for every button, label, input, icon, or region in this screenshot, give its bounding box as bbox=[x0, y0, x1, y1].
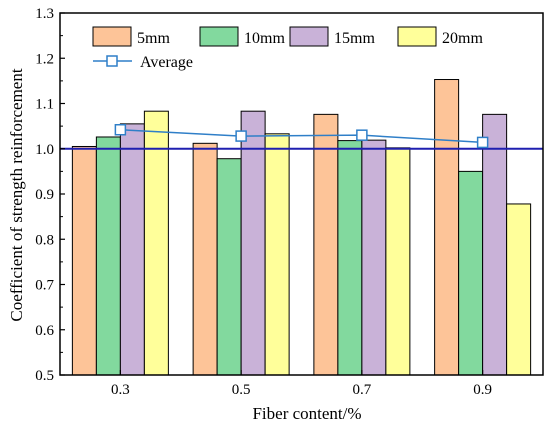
bar-5mm-0.7 bbox=[313, 113, 339, 376]
y-tick-label-0.9: 0.9 bbox=[35, 187, 54, 203]
average-line-layer bbox=[114, 123, 489, 149]
bar-5mm-0.9 bbox=[434, 79, 460, 376]
y-axis-title: Coefficient of strength reinforcement bbox=[7, 68, 26, 321]
legend-label-20mm: 20mm bbox=[442, 30, 483, 47]
y-tick-label-1.1: 1.1 bbox=[35, 97, 54, 113]
average-point-0.3 bbox=[114, 123, 127, 136]
bar-15mm-0.9 bbox=[482, 113, 508, 376]
y-tick-label-0.5: 0.5 bbox=[35, 368, 54, 384]
bar-15mm-0.7 bbox=[361, 139, 387, 376]
bar-10mm-0.9 bbox=[458, 170, 484, 376]
average-point-0.7 bbox=[356, 129, 368, 141]
legend-label-average: Average bbox=[140, 54, 193, 71]
x-tick-label-0.7: 0.7 bbox=[353, 382, 372, 398]
bar-20mm-0.9 bbox=[506, 203, 532, 376]
legend-marker-average bbox=[106, 55, 118, 67]
average-point-0.9 bbox=[476, 136, 489, 149]
bar-20mm-0.7 bbox=[385, 147, 411, 376]
y-tick-label-0.8: 0.8 bbox=[35, 232, 54, 248]
average-line bbox=[120, 128, 483, 144]
x-tick-label-0.5: 0.5 bbox=[232, 382, 251, 398]
x-tick-label-0.3: 0.3 bbox=[111, 382, 130, 398]
legend-swatch-10mm bbox=[199, 26, 239, 47]
bar-5mm-0.3 bbox=[71, 145, 97, 376]
x-tick-label-0.9: 0.9 bbox=[473, 382, 492, 398]
legend-label-5mm: 5mm bbox=[137, 30, 170, 47]
axes-layer: 0.5 0.6 0.7 0.8 0.9 1.0 1.1 1.2 1.3 0.3 0.5 0.7 0.9 bbox=[35, 6, 544, 398]
bars-layer bbox=[71, 79, 532, 376]
bar-20mm-0.3 bbox=[143, 110, 169, 376]
bar-10mm-0.3 bbox=[95, 136, 121, 376]
bar-15mm-0.3 bbox=[119, 123, 145, 376]
bar-10mm-0.7 bbox=[337, 140, 363, 376]
legend-swatch-5mm bbox=[92, 26, 132, 47]
legend-label-10mm: 10mm bbox=[244, 30, 285, 47]
legend-swatch-15mm bbox=[289, 26, 329, 47]
bar-20mm-0.5 bbox=[264, 133, 290, 376]
y-tick-label-1.3: 1.3 bbox=[35, 6, 54, 22]
x-axis-title: Fiber content/% bbox=[252, 404, 361, 423]
y-tick-label-0.7: 0.7 bbox=[35, 278, 54, 294]
legend-label-15mm: 15mm bbox=[334, 30, 375, 47]
average-point-0.5 bbox=[235, 130, 247, 142]
y-tick-label-1.2: 1.2 bbox=[35, 51, 54, 67]
bar-5mm-0.5 bbox=[192, 142, 218, 376]
bar-10mm-0.5 bbox=[216, 158, 242, 376]
y-tick-label-0.6: 0.6 bbox=[35, 323, 54, 339]
y-tick-label-1.0: 1.0 bbox=[35, 142, 54, 158]
legend: 5mm 10mm 15mm 20mm Average bbox=[92, 26, 483, 71]
legend-swatch-20mm bbox=[397, 26, 437, 47]
bar-15mm-0.5 bbox=[240, 110, 266, 376]
